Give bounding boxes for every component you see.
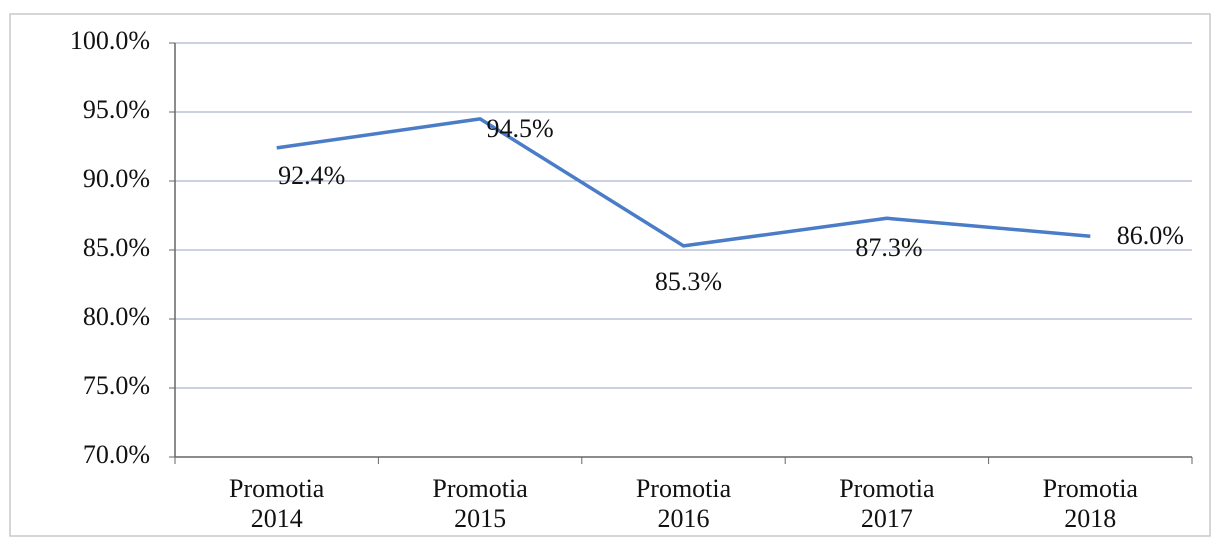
data-label: 94.5% (487, 114, 554, 143)
y-tick-label: 100.0% (70, 26, 150, 55)
y-tick-label: 85.0% (83, 233, 150, 262)
y-tick-label: 75.0% (83, 371, 150, 400)
chart-frame (9, 13, 1211, 537)
y-tick-label: 95.0% (83, 95, 150, 124)
x-tick-label: Promotia 2014 (229, 474, 325, 533)
y-tick-label: 90.0% (83, 164, 150, 193)
data-label: 86.0% (1117, 221, 1184, 250)
x-tick-label: Promotia 2017 (839, 474, 935, 533)
data-label: 92.4% (278, 161, 345, 190)
y-tick-label: 70.0% (83, 440, 150, 469)
data-label: 87.3% (855, 233, 922, 262)
y-tick-label: 80.0% (83, 302, 150, 331)
x-tick-label: Promotia 2018 (1042, 474, 1138, 533)
x-tick-label: Promotia 2016 (635, 474, 732, 533)
line (276, 117, 1091, 248)
x-tick-label: Promotia 2015 (432, 474, 528, 533)
data-label: 85.3% (655, 267, 722, 296)
